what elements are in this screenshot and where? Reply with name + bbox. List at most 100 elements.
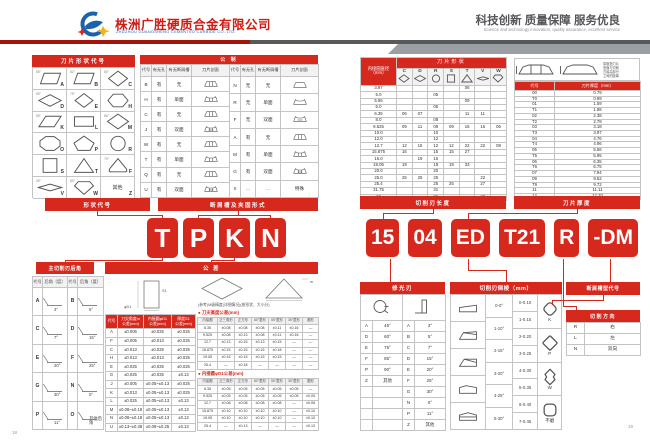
table-cell: 5° [414, 331, 446, 343]
table-cell: — [285, 361, 303, 370]
code-box-N: N [255, 218, 286, 258]
table-cell [280, 127, 319, 147]
table-row: R 无单面 [229, 93, 319, 112]
table-cell: E [32, 343, 43, 374]
table-cell: 0° [77, 372, 104, 402]
table-cell [191, 91, 230, 108]
table-cell: Z [402, 419, 415, 431]
chamfer-d-icon [459, 384, 478, 394]
shape-cell-E: 75° E [67, 89, 101, 112]
pentagon-icon [72, 135, 95, 152]
table-cell [490, 97, 507, 106]
diamond-86-icon [106, 114, 129, 130]
table-row: Z 其他 [360, 419, 446, 431]
table-cell: 左 [584, 333, 641, 345]
table-cell: ±0.08 [268, 400, 286, 409]
table-row: 12.7 12 15 12 12 22 22 08 [360, 142, 507, 150]
table-row: T 有单面 [140, 151, 230, 168]
header-slogan: 科技创新 质量保障 服务优良 [475, 15, 620, 27]
table-cell: ±0.08 [217, 324, 235, 333]
table-row: U 有双面 [140, 181, 230, 198]
table-row: 15.875 ±0.15 ±0.15 ±0.15 ±0.18— — [197, 346, 319, 355]
table-cell: ±0.13 [171, 413, 196, 424]
table-cell: 无 [240, 93, 256, 112]
diamond-35-icon [36, 183, 63, 192]
table-cell: 85° [372, 353, 403, 365]
table-cell: C [32, 315, 43, 345]
table-cell: 55°菱形 [268, 316, 286, 326]
table-cell: ±0.025 [171, 328, 196, 338]
table-row: 12.7 ±0.13 ±0.15 ±0.13 ±0.15— — [197, 339, 319, 348]
shape-cell-R: R [101, 133, 135, 156]
table-cell: 20° [414, 364, 446, 376]
table-cell: J [140, 121, 152, 138]
table-cell: 5° [77, 286, 104, 317]
table-row: J ±0.005 ±0.05~±0.13 ±0.025 [105, 379, 196, 390]
sec-plain-icon [292, 81, 307, 88]
table-cell: G [32, 372, 43, 402]
table-row: G 30° [360, 386, 446, 398]
table-cell: 15° [414, 353, 446, 365]
table-cell: ±0.025 [171, 353, 196, 364]
table-row: C 7° D 15° [32, 315, 104, 345]
code-cell: 4-25° [486, 385, 512, 408]
table-cell: ±0.16 [285, 324, 303, 333]
chamfer-e-icon [459, 411, 478, 421]
table-cell: ±0.13 [171, 370, 196, 381]
metric-table-left: 代号 有无孔 有无断屑槽 刀片剖面 B 有无 H 有单面 C 有无 J 有双面 W 有无 T 有单面 Q… [140, 64, 230, 198]
table-cell: ±0.08~±0.18 [117, 405, 144, 415]
table-cell: ±0.15 [251, 353, 269, 363]
chamfer-e-diagram [451, 403, 485, 429]
table-cell: 单面 [255, 145, 281, 164]
bar-chipbreaker-clamp: 断屑槽及夹固形式 [158, 198, 318, 211]
table-cell: N [229, 75, 241, 95]
table-cell: 12.7 [197, 400, 218, 409]
table-cell: ±0.11 [268, 324, 286, 333]
table-cell: F [229, 110, 241, 129]
table-row: 25.4 25 25 27 [360, 180, 507, 189]
diamond-55-icon [37, 93, 62, 107]
sec-hole-groove-icon [203, 156, 218, 162]
table-cell: ±0.13~±0.38 [117, 422, 144, 433]
connector-line [65, 260, 163, 261]
table-cell: ±0.15 [217, 346, 235, 355]
groove-w-icon [543, 368, 556, 386]
table-row: 25.0 25 25 25 22 [360, 174, 507, 182]
table-cell [360, 408, 373, 420]
shape-cell-W: 80° W [67, 176, 101, 199]
size-col-S: S [443, 68, 460, 86]
table-cell [191, 121, 230, 138]
table-row: E ±0.025 ±0.025 ±0.025 [105, 362, 196, 372]
table-cell: ±0.15 [268, 339, 286, 348]
table-cell: ±0.08 [251, 324, 269, 333]
table-cell: ±0.025 [171, 362, 196, 372]
table-row: N 双向 [566, 344, 641, 356]
table-cell: ±0.08 [217, 400, 235, 409]
table-row: N 0° [360, 397, 446, 409]
table-row: 6.35 06 07 11 11 [360, 110, 507, 118]
connector-line [270, 215, 271, 219]
code-cell: 1-10° [486, 318, 512, 340]
divider-gray [250, 40, 650, 44]
connector-line [563, 306, 576, 307]
table-cell: 无 [166, 166, 192, 183]
table-cell: ±0.025 [117, 396, 144, 407]
table-cell: 30° [42, 372, 68, 402]
thickness-section-plain-icon [560, 64, 598, 74]
iso-code-group: 15 04 ED T21 R -DM [366, 219, 638, 257]
table-cell: H [105, 353, 118, 364]
table-cell: — [302, 331, 319, 341]
connector-line [468, 213, 469, 219]
table-cell: 6.35 [197, 385, 218, 394]
table-cell: ±0.025 [171, 379, 196, 390]
shape-cell-K: 55° K [33, 111, 67, 134]
table-cell [372, 397, 403, 409]
table-cell: 80°菱形 [251, 377, 269, 387]
table-cell: 7° [42, 315, 68, 345]
table-cell: — [302, 361, 319, 370]
table-cell: C [402, 342, 415, 354]
table-cell: ±0.05 [217, 385, 235, 394]
